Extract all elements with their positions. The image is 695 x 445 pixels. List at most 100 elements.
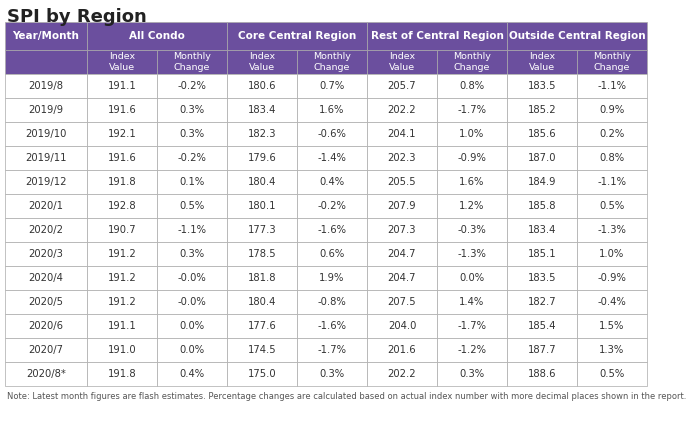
Bar <box>87 266 157 290</box>
Text: 0.8%: 0.8% <box>599 153 625 163</box>
Bar <box>5 50 87 74</box>
Bar <box>437 170 507 194</box>
Bar <box>577 266 647 290</box>
Text: 0.5%: 0.5% <box>599 369 625 379</box>
Text: 180.4: 180.4 <box>248 177 276 187</box>
Text: 0.4%: 0.4% <box>320 177 345 187</box>
Bar <box>367 22 507 50</box>
Text: 185.2: 185.2 <box>528 105 556 115</box>
Text: 185.1: 185.1 <box>528 249 556 259</box>
Text: 191.2: 191.2 <box>108 249 136 259</box>
Bar <box>5 74 87 98</box>
Bar <box>227 74 297 98</box>
Text: 181.8: 181.8 <box>247 273 276 283</box>
Bar <box>367 146 437 170</box>
Text: Monthly
Change: Monthly Change <box>453 53 491 72</box>
Bar <box>367 122 437 146</box>
Text: -1.1%: -1.1% <box>177 225 206 235</box>
Bar <box>157 290 227 314</box>
Text: 0.7%: 0.7% <box>320 81 345 91</box>
Bar <box>157 74 227 98</box>
Text: 185.6: 185.6 <box>528 129 556 139</box>
Text: 2020/3: 2020/3 <box>28 249 63 259</box>
Bar <box>577 362 647 386</box>
Bar <box>87 218 157 242</box>
Text: -1.4%: -1.4% <box>318 153 346 163</box>
Bar <box>5 242 87 266</box>
Bar <box>5 290 87 314</box>
Text: 1.6%: 1.6% <box>319 105 345 115</box>
Text: 182.7: 182.7 <box>528 297 556 307</box>
Text: 177.3: 177.3 <box>247 225 277 235</box>
Text: 182.3: 182.3 <box>247 129 276 139</box>
Bar <box>157 362 227 386</box>
Bar <box>437 314 507 338</box>
Bar <box>577 194 647 218</box>
Bar <box>437 98 507 122</box>
Text: 1.3%: 1.3% <box>599 345 625 355</box>
Bar <box>87 98 157 122</box>
Bar <box>5 122 87 146</box>
Text: 0.0%: 0.0% <box>459 273 484 283</box>
Bar <box>507 146 577 170</box>
Text: 0.3%: 0.3% <box>179 105 204 115</box>
Text: 0.4%: 0.4% <box>179 369 204 379</box>
Bar <box>227 194 297 218</box>
Bar <box>227 362 297 386</box>
Bar <box>297 122 367 146</box>
Text: -1.6%: -1.6% <box>318 321 347 331</box>
Text: -0.8%: -0.8% <box>318 297 346 307</box>
Text: 0.0%: 0.0% <box>179 345 204 355</box>
Bar <box>87 242 157 266</box>
Bar <box>157 314 227 338</box>
Bar <box>367 242 437 266</box>
Bar <box>507 50 577 74</box>
Text: 207.3: 207.3 <box>388 225 416 235</box>
Bar <box>297 194 367 218</box>
Text: Monthly
Change: Monthly Change <box>173 53 211 72</box>
Bar <box>577 290 647 314</box>
Bar <box>5 218 87 242</box>
Bar <box>227 266 297 290</box>
Bar <box>367 170 437 194</box>
Text: 204.1: 204.1 <box>388 129 416 139</box>
Text: 1.4%: 1.4% <box>459 297 484 307</box>
Text: Index
Value: Index Value <box>389 53 415 72</box>
Bar <box>297 362 367 386</box>
Bar <box>437 362 507 386</box>
Text: 187.7: 187.7 <box>528 345 556 355</box>
Text: 187.0: 187.0 <box>528 153 556 163</box>
Bar <box>507 290 577 314</box>
Text: 0.8%: 0.8% <box>459 81 484 91</box>
Text: 2020/7: 2020/7 <box>28 345 63 355</box>
Bar <box>577 314 647 338</box>
Bar <box>157 218 227 242</box>
Bar <box>157 242 227 266</box>
Text: 202.2: 202.2 <box>388 369 416 379</box>
Bar <box>367 290 437 314</box>
Bar <box>297 74 367 98</box>
Text: Core Central Region: Core Central Region <box>238 31 356 41</box>
Text: 179.6: 179.6 <box>247 153 277 163</box>
Bar <box>227 22 367 50</box>
Bar <box>5 146 87 170</box>
Text: 1.5%: 1.5% <box>599 321 625 331</box>
Text: 202.2: 202.2 <box>388 105 416 115</box>
Bar <box>227 290 297 314</box>
Text: 192.8: 192.8 <box>108 201 136 211</box>
Text: 1.0%: 1.0% <box>599 249 625 259</box>
Text: 2019/8: 2019/8 <box>28 81 63 91</box>
Bar <box>87 194 157 218</box>
Text: 2019/10: 2019/10 <box>25 129 67 139</box>
Text: 2020/4: 2020/4 <box>28 273 63 283</box>
Text: 205.7: 205.7 <box>388 81 416 91</box>
Text: 1.2%: 1.2% <box>459 201 484 211</box>
Text: -1.7%: -1.7% <box>457 105 486 115</box>
Bar <box>5 194 87 218</box>
Text: 183.4: 183.4 <box>248 105 276 115</box>
Bar <box>577 122 647 146</box>
Text: 191.1: 191.1 <box>108 81 136 91</box>
Text: 0.0%: 0.0% <box>179 321 204 331</box>
Text: 175.0: 175.0 <box>247 369 277 379</box>
Text: All Condo: All Condo <box>129 31 185 41</box>
